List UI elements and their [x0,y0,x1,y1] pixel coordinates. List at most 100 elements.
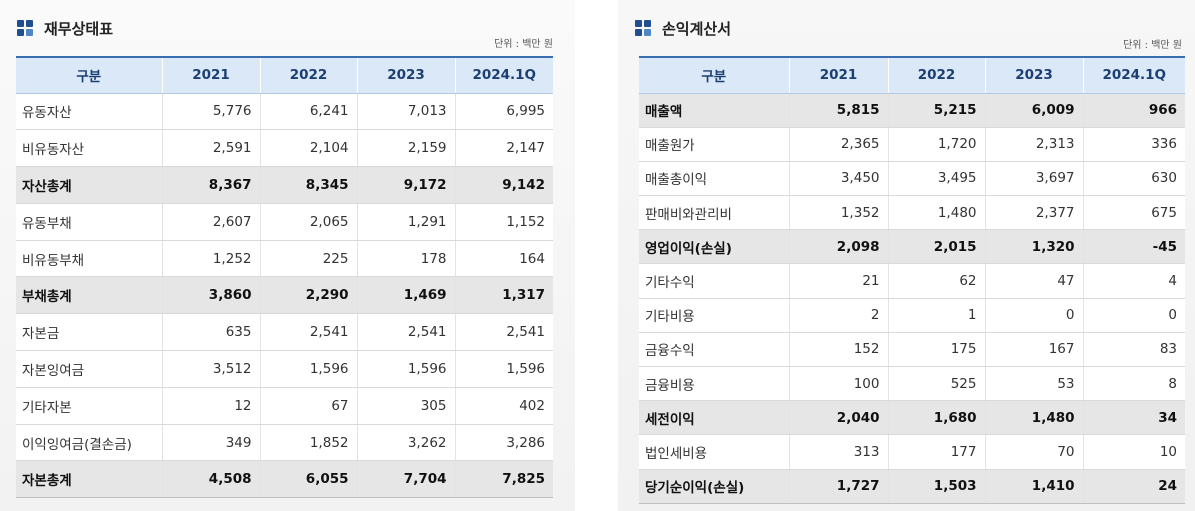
table-row: 비유동자산 2,591 2,104 2,159 2,147 [16,129,553,168]
row-label: 부채총계 [16,276,162,315]
row-label: 자본잉여금 [16,350,162,388]
value-cell: 3,286 [454,424,553,462]
table-row: 기타비용 2 1 0 0 [639,298,1185,333]
value-cell: 1,596 [259,350,357,388]
value-cell: 2,159 [356,129,455,168]
balance-sheet-table: 구분 2021 2022 2023 2024.1Q 유동자산 5,776 6,241 7,01… [16,56,553,499]
table-row: 기타자본 12 67 305 402 [16,387,553,425]
value-cell: 1,596 [356,350,455,388]
value-cell: 1,410 [984,469,1083,504]
total-row: 영업이익(손실) 2,098 2,015 1,320 -45 [639,229,1185,265]
row-label: 유동부채 [16,203,162,241]
value-cell: 2,015 [887,229,985,265]
value-cell: 5,776 [161,93,260,131]
value-cell: 1,727 [788,469,888,504]
value-cell: 2 [788,298,888,333]
building-blocks-icon [635,20,651,36]
table-row: 자본금 635 2,541 2,541 2,541 [16,313,553,352]
row-label: 판매비와관리비 [639,195,789,231]
value-cell: 152 [788,332,888,368]
value-cell: 525 [887,366,985,402]
value-cell: 635 [161,313,260,352]
value-cell: 1,720 [887,127,985,162]
value-cell: 21 [788,263,888,299]
value-cell: 24 [1082,469,1185,504]
total-row: 매출액 5,815 5,215 6,009 966 [639,93,1185,128]
value-cell: 2,065 [259,203,357,241]
value-cell: 1,291 [356,203,455,241]
income-statement-title: 손익계산서 [662,19,732,38]
value-cell: 2,098 [788,229,888,265]
value-cell: 2,541 [356,313,455,352]
value-cell: 6,009 [984,93,1083,128]
value-cell: 1,852 [259,424,357,462]
value-cell: 8,345 [259,166,357,204]
value-cell: 1,152 [454,203,553,241]
value-cell: 225 [259,240,357,278]
total-row: 자산총계 8,367 8,345 9,172 9,142 [16,166,553,204]
value-cell: 675 [1082,195,1185,231]
column-header-period: 2022 [259,56,357,94]
value-cell: 12 [161,387,260,425]
value-cell: 67 [259,387,357,425]
table-row: 유동부채 2,607 2,065 1,291 1,152 [16,203,553,241]
table-row: 금융비용 100 525 53 8 [639,366,1185,402]
row-label: 유동자산 [16,93,162,131]
table-row: 유동자산 5,776 6,241 7,013 6,995 [16,93,553,131]
value-cell: 3,495 [887,161,985,197]
value-cell: 164 [454,240,553,278]
row-label: 이익잉여금(결손금) [16,424,162,462]
column-header-category: 구분 [639,56,789,94]
value-cell: 2,591 [161,129,260,168]
value-cell: 1,480 [887,195,985,231]
value-cell: 3,512 [161,350,260,388]
value-cell: -45 [1082,229,1185,265]
value-cell: 1,480 [984,400,1083,436]
value-cell: 7,825 [454,460,553,499]
column-header-period: 2021 [161,56,260,94]
value-cell: 630 [1082,161,1185,197]
value-cell: 305 [356,387,455,425]
table-header-row: 구분 2021 2022 2023 2024.1Q [639,56,1185,94]
value-cell: 83 [1082,332,1185,368]
value-cell: 8 [1082,366,1185,402]
row-label: 매출총이익 [639,161,789,197]
value-cell: 3,697 [984,161,1083,197]
column-header-period: 2024.1Q [1082,56,1185,94]
column-header-period: 2021 [788,56,888,94]
value-cell: 9,172 [356,166,455,204]
value-cell: 4,508 [161,460,260,499]
value-cell: 2,313 [984,127,1083,162]
value-cell: 1,320 [984,229,1083,265]
row-label: 금융비용 [639,366,789,402]
value-cell: 177 [887,434,985,470]
total-row: 당기순이익(손실) 1,727 1,503 1,410 24 [639,469,1185,504]
value-cell: 336 [1082,127,1185,162]
value-cell: 2,607 [161,203,260,241]
row-label: 기타비용 [639,298,789,333]
building-blocks-icon [17,20,33,36]
value-cell: 1,503 [887,469,985,504]
value-cell: 0 [1082,298,1185,333]
value-cell: 4 [1082,263,1185,299]
value-cell: 1,680 [887,400,985,436]
column-header-period: 2023 [356,56,455,94]
column-header-period: 2024.1Q [454,56,553,94]
value-cell: 402 [454,387,553,425]
value-cell: 2,104 [259,129,357,168]
total-row: 자본총계 4,508 6,055 7,704 7,825 [16,460,553,499]
balance-sheet-unit: 단위 : 백만 원 [494,39,553,50]
column-header-category: 구분 [16,56,162,94]
income-statement-title-row: 손익계산서 [634,17,731,39]
table-row: 이익잉여금(결손금) 349 1,852 3,262 3,286 [16,424,553,462]
value-cell: 53 [984,366,1083,402]
row-label: 매출원가 [639,127,789,162]
value-cell: 3,450 [788,161,888,197]
row-label: 비유동부채 [16,240,162,278]
value-cell: 6,241 [259,93,357,131]
value-cell: 7,704 [356,460,455,499]
table-row: 기타수익 21 62 47 4 [639,263,1185,299]
table-row: 매출총이익 3,450 3,495 3,697 630 [639,161,1185,197]
value-cell: 100 [788,366,888,402]
value-cell: 2,541 [454,313,553,352]
